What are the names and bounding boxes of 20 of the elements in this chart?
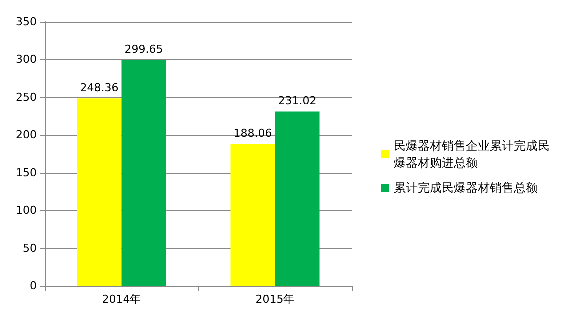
data-label: 188.06 — [234, 127, 272, 140]
bar — [230, 144, 276, 286]
data-label: 299.65 — [124, 42, 164, 56]
x-tick-label: 2015年 — [256, 293, 295, 306]
data-label: 248.36 — [80, 82, 119, 95]
bar — [122, 60, 166, 286]
data-label: 231.02 — [278, 94, 317, 108]
x-tick-label: 2014年 — [102, 293, 142, 306]
y-tick-label: 200 — [16, 128, 37, 142]
y-tick-label: 100 — [16, 204, 37, 218]
legend-label: 累计完成民爆器材销售总额 — [394, 181, 538, 195]
legend-label: 民爆器材销售企业累计完成民爆器材购进总额 — [394, 139, 550, 170]
y-tick-label: 250 — [16, 90, 37, 104]
y-tick-label: 150 — [16, 166, 37, 180]
y-tick-label: 0 — [30, 280, 37, 292]
y-tick-label: 300 — [16, 53, 37, 66]
y-tick-label: 50 — [23, 242, 37, 255]
bar — [77, 98, 122, 286]
y-tick-label: 350 — [16, 16, 37, 28]
bar — [275, 112, 320, 286]
